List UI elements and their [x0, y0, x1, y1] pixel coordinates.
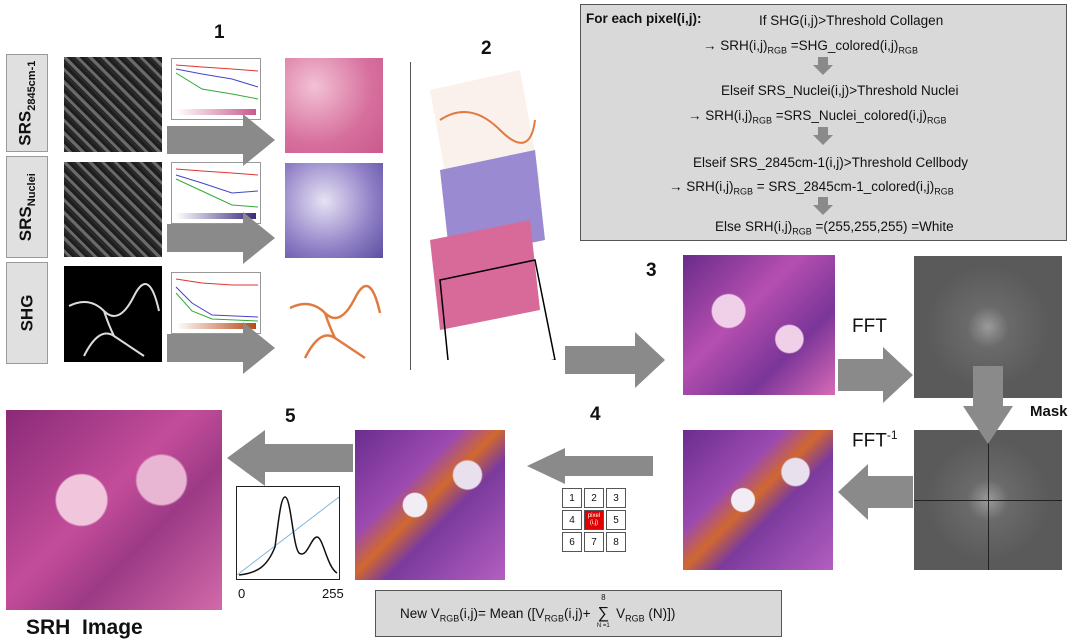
- arrow-collagen: [167, 322, 275, 374]
- lut-curves-3: [175, 278, 259, 322]
- histogram-x-max: 255: [322, 586, 344, 601]
- grid-cell-8: 8: [606, 532, 626, 552]
- srs-nuclei-raw-image: [64, 162, 162, 257]
- step-5-number: 5: [285, 406, 296, 427]
- masked-spectrum-image: [914, 430, 1062, 570]
- ifft-arrow: [838, 464, 913, 520]
- step1-arrows: [167, 114, 275, 374]
- mean-formula: New VRGB(i,j)= Mean ([VRGB(i,j)+ 8 ∑ N =…: [400, 593, 676, 629]
- mask-arrow: [963, 366, 1013, 444]
- srh-final-image: [6, 410, 222, 610]
- grid-cell-3: 3: [606, 488, 626, 508]
- grid-cell-2: 2: [584, 488, 604, 508]
- threshold-rules-box: For each pixel(i,j): If SHG(i,j)>Thresho…: [580, 4, 1067, 241]
- arrow-cellbody: [167, 114, 275, 166]
- final-arrow: [227, 430, 353, 486]
- srs-2845-raw-image: [64, 57, 162, 152]
- rules-header: For each pixel(i,j):: [586, 11, 702, 26]
- collagen-colored-image: [285, 268, 383, 364]
- rule-line-4: → SRH(i,j)RGB =SRS_Nuclei_colored(i,j)RG…: [688, 108, 947, 126]
- lut-plot-srs-nuclei: [171, 162, 261, 224]
- srh-filtered-image: [683, 430, 833, 570]
- collagen-fiber-pattern: [289, 284, 382, 360]
- lut-curves-1: [175, 64, 259, 100]
- shg-raw-image: [64, 266, 162, 362]
- layer-cellbody: [430, 220, 540, 330]
- rule-line-7: Else SRH(i,j)RGB =(255,255,255) =White: [715, 219, 954, 237]
- lut-gradient-3: [176, 323, 256, 329]
- vertical-divider: [410, 62, 411, 370]
- histogram-x-min: 0: [238, 586, 246, 601]
- sum-bottom: N =1: [596, 623, 610, 629]
- rule-line-1: If SHG(i,j)>Threshold Collagen: [759, 13, 944, 28]
- histogram-curve: [236, 496, 340, 576]
- fft-arrow: [838, 347, 913, 403]
- grid-cell-center: pixel (i,j): [584, 510, 604, 530]
- arrow-to-srh: [565, 332, 665, 388]
- srh-image-title: SRH Image: [26, 616, 143, 639]
- grid-cell-5: 5: [606, 510, 626, 530]
- shg-fiber-pattern: [68, 283, 160, 357]
- layer-empty: [439, 259, 556, 360]
- mean-formula-box: New VRGB(i,j)= Mean ([VRGB(i,j)+ 8 ∑ N =…: [375, 590, 782, 637]
- lut-gradient-2: [176, 213, 256, 219]
- sum-symbol: ∑: [597, 605, 610, 622]
- layer-stack: [430, 70, 556, 360]
- step-4-number: 4: [590, 404, 601, 425]
- cellbody-colored-image: [285, 58, 383, 153]
- rule-line-2: → SRH(i,j)RGB =SHG_colored(i,j)RGB: [703, 38, 918, 56]
- rule-line-5: Elseif SRS_2845cm-1(i,j)>Threshold Cellb…: [693, 155, 968, 170]
- smoothing-arrow: [527, 448, 653, 484]
- shg-label: SHG: [6, 262, 48, 364]
- histogram-plot: [236, 486, 340, 580]
- grid-cell-4: 4: [562, 510, 582, 530]
- srh-merged-image: [683, 255, 835, 395]
- srh-smoothed-image: [355, 430, 505, 580]
- grid-cell-7: 7: [584, 532, 604, 552]
- mask-vertical-line: [988, 430, 989, 570]
- ifft-label: FFT-1: [852, 428, 898, 452]
- arrow-nuclei: [167, 212, 275, 264]
- lut-plot-srs-2845: [171, 58, 261, 120]
- rule-down-arrows: [813, 57, 833, 215]
- lut-gradient-1: [176, 109, 256, 115]
- step-1-number: 1: [214, 22, 225, 43]
- nuclei-colored-image: [285, 163, 383, 258]
- mask-label: Mask: [1030, 403, 1068, 420]
- step-2-number: 2: [481, 38, 492, 59]
- rule-line-6: → SRH(i,j)RGB = SRS_2845cm-1_colored(i,j…: [669, 179, 954, 197]
- grid-cell-6: 6: [562, 532, 582, 552]
- sum-top: 8: [601, 593, 606, 602]
- srs-nuclei-label: SRSNuclei: [6, 156, 48, 258]
- rule-line-3: Elseif SRS_Nuclei(i,j)>Threshold Nuclei: [721, 83, 959, 98]
- lut-plot-shg: [171, 272, 261, 334]
- step-3-number: 3: [646, 260, 657, 281]
- fft-label: FFT: [852, 316, 887, 337]
- neighborhood-grid: 1 2 3 4 pixel (i,j) 5 6 7 8: [562, 488, 628, 554]
- srs-2845-label: SRS2845cm-1: [6, 54, 48, 152]
- grid-cell-1: 1: [562, 488, 582, 508]
- lut-curves-2: [175, 168, 259, 208]
